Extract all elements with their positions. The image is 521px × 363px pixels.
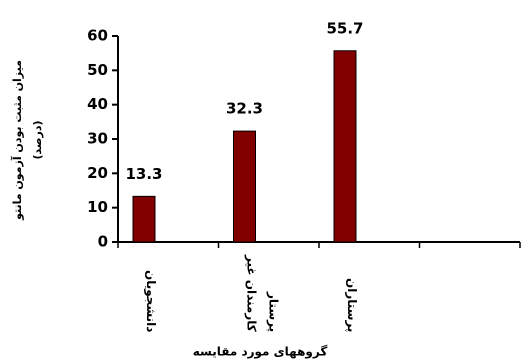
x-tick-label: پرستاران xyxy=(345,277,359,332)
y-tick-label: 0 xyxy=(98,233,108,251)
y-tick-label: 10 xyxy=(87,198,108,216)
y-axis-title: میزان مثبت بودن آزمون مانتو xyxy=(10,60,24,221)
y-tick-label: 60 xyxy=(87,27,108,45)
bar xyxy=(233,130,256,243)
y-tick-label: 50 xyxy=(87,61,108,79)
value-label: 13.3 xyxy=(125,165,162,183)
bar xyxy=(132,195,156,243)
y-tick-label: 40 xyxy=(87,95,108,113)
x-tick-label: دانشجویان xyxy=(144,269,158,332)
y-axis-title: (درصد) xyxy=(31,120,44,159)
x-tick-label: کارمندان غیر پرستار xyxy=(244,255,281,332)
x-axis-title: گروههای مورد مقایسه xyxy=(193,345,328,360)
bar xyxy=(333,50,357,243)
y-tick-label: 20 xyxy=(87,164,108,182)
value-label: 55.7 xyxy=(326,19,363,37)
y-tick-label: 30 xyxy=(87,130,108,148)
value-label: 32.3 xyxy=(226,100,263,118)
